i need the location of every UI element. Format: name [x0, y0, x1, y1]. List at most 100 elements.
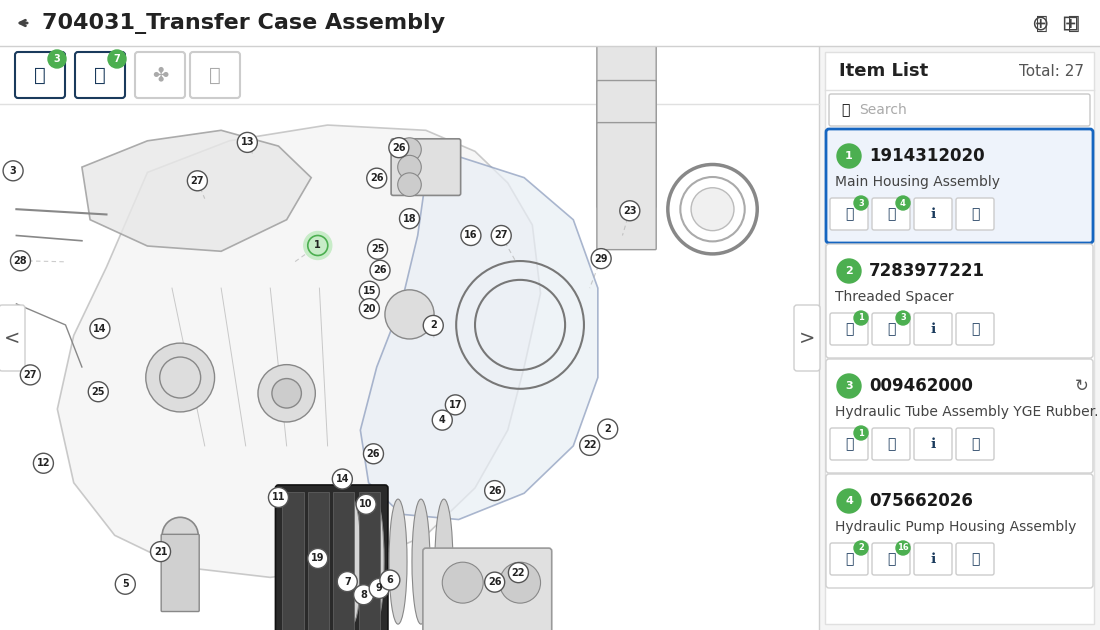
Text: 🛒: 🛒: [971, 552, 979, 566]
Text: 2: 2: [858, 544, 864, 553]
Circle shape: [854, 426, 868, 440]
Text: 28: 28: [13, 256, 28, 266]
Polygon shape: [57, 125, 540, 578]
Text: 1: 1: [315, 241, 321, 251]
Text: 1: 1: [845, 151, 853, 161]
FancyBboxPatch shape: [914, 543, 952, 575]
Text: 🖨: 🖨: [1068, 13, 1080, 33]
FancyBboxPatch shape: [830, 543, 868, 575]
FancyBboxPatch shape: [392, 139, 461, 195]
FancyBboxPatch shape: [830, 428, 868, 460]
Circle shape: [398, 138, 421, 161]
Circle shape: [332, 469, 352, 489]
Circle shape: [492, 226, 512, 246]
Text: 📄: 📄: [845, 552, 854, 566]
Circle shape: [116, 574, 135, 594]
Text: 📖: 📖: [34, 66, 46, 84]
Text: 29: 29: [594, 254, 608, 263]
Text: 📄: 📄: [845, 437, 854, 451]
Circle shape: [160, 357, 200, 398]
Text: Hydraulic Pump Housing Assembly: Hydraulic Pump Housing Assembly: [835, 520, 1077, 534]
Text: 11: 11: [272, 493, 285, 503]
Circle shape: [162, 517, 198, 553]
Polygon shape: [361, 157, 598, 520]
Text: Search: Search: [859, 103, 906, 117]
FancyBboxPatch shape: [162, 534, 199, 612]
Text: 2: 2: [430, 321, 437, 331]
Text: 18: 18: [403, 214, 416, 224]
Ellipse shape: [366, 499, 384, 624]
Circle shape: [187, 171, 208, 191]
FancyBboxPatch shape: [826, 359, 1093, 473]
Text: 26: 26: [488, 577, 502, 587]
FancyBboxPatch shape: [914, 198, 952, 230]
FancyBboxPatch shape: [826, 129, 1093, 243]
FancyBboxPatch shape: [0, 46, 820, 104]
FancyBboxPatch shape: [422, 548, 552, 630]
Circle shape: [238, 132, 257, 152]
Circle shape: [363, 444, 384, 464]
FancyBboxPatch shape: [914, 313, 952, 345]
FancyBboxPatch shape: [829, 94, 1090, 126]
FancyBboxPatch shape: [0, 46, 820, 630]
Text: 22: 22: [583, 440, 596, 450]
FancyBboxPatch shape: [956, 313, 994, 345]
Polygon shape: [81, 130, 311, 251]
FancyBboxPatch shape: [0, 305, 25, 371]
Circle shape: [304, 231, 332, 260]
Text: 25: 25: [371, 244, 384, 254]
Circle shape: [597, 419, 618, 439]
FancyBboxPatch shape: [75, 52, 125, 98]
FancyBboxPatch shape: [872, 198, 910, 230]
Circle shape: [108, 50, 126, 68]
Text: 26: 26: [392, 142, 406, 152]
Text: >: >: [799, 328, 815, 348]
FancyBboxPatch shape: [830, 313, 868, 345]
FancyBboxPatch shape: [190, 52, 240, 98]
Circle shape: [88, 382, 108, 402]
Circle shape: [367, 239, 387, 259]
Text: 🛒: 🛒: [971, 207, 979, 221]
FancyBboxPatch shape: [820, 46, 1100, 630]
Text: 🛒: 🛒: [971, 322, 979, 336]
Circle shape: [33, 453, 54, 473]
Text: Hydraulic Tube Assembly YGE Rubber...: Hydraulic Tube Assembly YGE Rubber...: [835, 405, 1100, 419]
Text: 1: 1: [858, 428, 864, 437]
Circle shape: [591, 249, 612, 268]
Text: 009462000: 009462000: [869, 377, 972, 395]
Circle shape: [360, 299, 379, 319]
Text: 3: 3: [10, 166, 16, 176]
Text: <: <: [3, 328, 20, 348]
Text: 16: 16: [464, 231, 477, 241]
Circle shape: [432, 410, 452, 430]
Circle shape: [272, 379, 301, 408]
Text: 🛒: 🛒: [971, 437, 979, 451]
FancyBboxPatch shape: [825, 52, 1094, 624]
Circle shape: [398, 173, 421, 197]
Text: ⤢: ⤢: [209, 66, 221, 84]
Text: 7: 7: [344, 576, 351, 587]
Circle shape: [146, 343, 214, 412]
Text: Total: 27: Total: 27: [1019, 64, 1084, 79]
Text: 27: 27: [23, 370, 37, 380]
Text: 1: 1: [858, 314, 864, 323]
Circle shape: [385, 290, 435, 339]
Circle shape: [837, 259, 861, 283]
Circle shape: [308, 549, 328, 568]
Circle shape: [896, 541, 910, 555]
Text: 💬: 💬: [887, 552, 895, 566]
Text: 21: 21: [154, 547, 167, 557]
FancyBboxPatch shape: [0, 0, 1100, 46]
Circle shape: [461, 226, 481, 246]
Circle shape: [338, 571, 358, 592]
Text: 26: 26: [366, 449, 381, 459]
Text: 8: 8: [360, 590, 367, 600]
Text: 4: 4: [900, 198, 906, 207]
Text: 5: 5: [122, 579, 129, 589]
Circle shape: [442, 562, 483, 603]
FancyBboxPatch shape: [872, 428, 910, 460]
Circle shape: [360, 281, 379, 301]
Circle shape: [370, 260, 390, 280]
Text: 27: 27: [190, 176, 205, 186]
Text: 💬: 💬: [887, 207, 895, 221]
